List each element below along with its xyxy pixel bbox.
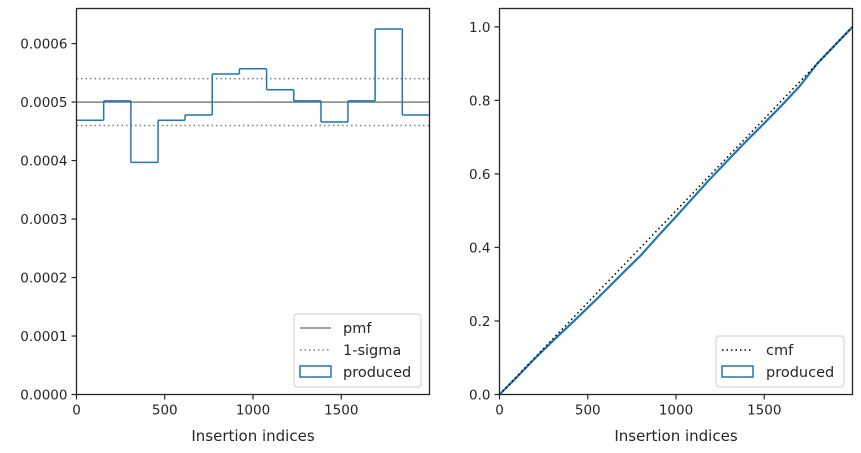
y-tick-label: 0.0002 [20,271,67,287]
legend-sigma-label: 1-sigma [343,343,401,359]
legend-box-right [715,335,845,388]
x-tick-label: 1500 [324,403,358,419]
y-tick-label: 0.0001 [20,329,67,345]
x-tick-label: 1500 [747,403,781,419]
y-tick-label: 0.0000 [20,388,67,404]
legend-produced-handle [299,365,332,378]
y-tick-label: 0.4 [469,240,490,256]
produced-cdf-point [604,289,607,292]
produced-cdf-point [692,196,695,198]
x-tick-label: 0 [495,403,504,419]
produced-cdf-point [569,323,571,326]
y-tick-label: 0.8 [469,93,490,109]
produced-cdf-point [798,85,801,88]
produced-cdf-point [781,104,783,106]
legend-produced-label: produced [343,365,411,381]
produced-cdf-point [657,234,660,237]
x-axis-label-left: Insertion indices [191,427,314,445]
produced-cdf-point [516,376,518,378]
y-tick-label: 0.0003 [20,212,67,228]
legend-pmf-label: pmf [343,321,372,337]
produced-cdf-point [639,254,642,257]
y-tick-label: 1.0 [469,20,490,36]
legend-produced-handle-right [721,365,754,378]
produced-cdf-point [710,176,713,179]
x-tick-label: 1000 [236,403,270,419]
x-tick-label: 0 [72,403,81,419]
pmf-histogram-panel: 0 500 1000 1500 0.0000 0.0001 0.0002 0.0003 0.00… [20,7,431,445]
x-tick-label: 500 [152,403,178,419]
y-tick-label: 0.0004 [20,154,67,170]
plot-area-right [499,8,853,395]
legend-cmf-label: cmf [766,343,794,359]
y-tick-label: 0.0006 [20,37,67,53]
y-tick-label: 0.0005 [20,95,67,111]
y-tick-label: 0.0 [469,388,490,404]
x-axis-label-right: Insertion indices [614,427,737,445]
produced-cdf-point [622,272,624,274]
legend-right: cmf produced [715,335,845,388]
y-tick-label: 0.6 [469,167,490,183]
produced-cdf-point [551,340,554,342]
legend-produced-label-right: produced [766,365,834,381]
legend-left: pmf 1-sigma produced [293,313,422,388]
produced-cdf-point [728,158,730,161]
x-tick-label: 1000 [659,403,693,419]
produced-histogram [76,28,430,164]
x-tick-label: 500 [575,403,601,419]
legend-box-left [293,313,422,388]
produced-cdf-point [834,44,836,47]
produced-cdf-point [675,215,677,218]
produced-cdf-point [745,140,748,142]
cmf-panel: 0 500 1000 1500 0.0 0.2 0.4 0.6 0.8 1.0 Insertion… [469,7,854,445]
produced-cdf-point [586,306,589,309]
produced-cdf-point [763,122,766,124]
y-tick-label: 0.2 [469,314,490,330]
